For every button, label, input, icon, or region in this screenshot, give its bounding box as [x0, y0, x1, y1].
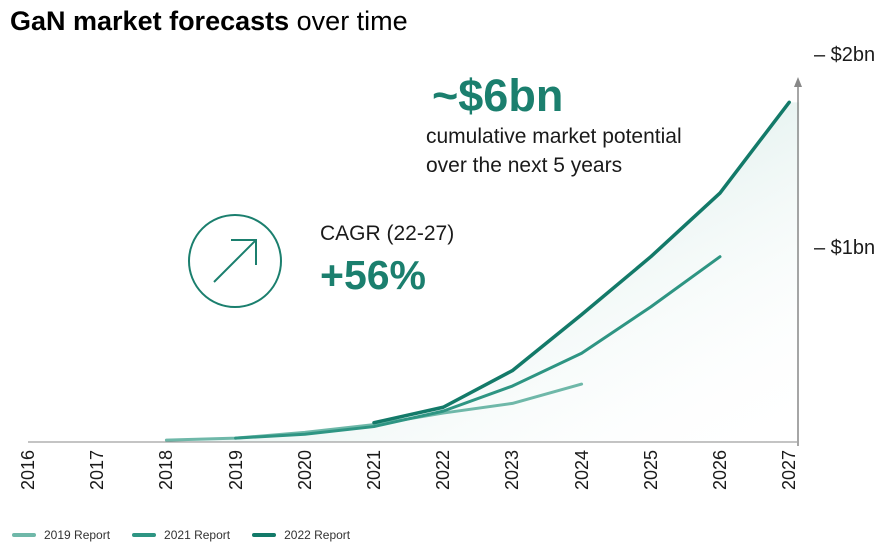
legend-swatch [132, 533, 157, 537]
title-rest: over time [296, 6, 408, 36]
x-tick-label: 2016 [18, 450, 38, 491]
series-line-2022-report [372, 100, 791, 425]
cagr-label: CAGR (22-27) [320, 222, 455, 245]
legend-swatch [252, 533, 277, 537]
legend-label: 2019 Report [44, 528, 111, 542]
headline-description: cumulative market potential over the nex… [426, 122, 682, 180]
legend-label: 2022 Report [284, 528, 351, 542]
x-tick-label: 2026 [710, 450, 730, 491]
y-axis-arrow-icon [794, 77, 802, 87]
x-tick-label: 2019 [225, 450, 246, 491]
x-tick-label: 2020 [294, 450, 315, 491]
legend-label: 2021 Report [164, 528, 231, 542]
chart-title: GaN market forecasts over time [10, 6, 408, 37]
x-tick-label: 2022 [433, 450, 454, 491]
arrow-up-right-circle-icon [188, 214, 282, 308]
headline-value: ~$6bn [432, 70, 564, 121]
legend-item: 2019 Report [12, 528, 110, 542]
title-bold: GaN market forecasts [10, 6, 290, 36]
x-tick-label: 2023 [502, 450, 523, 491]
x-tick-label: 2018 [156, 450, 177, 491]
forecast-area [166, 102, 800, 442]
legend-swatch [12, 533, 36, 537]
legend: 2019 Report 2021 Report 2022 Report [12, 528, 350, 542]
x-tick-label: 2025 [640, 450, 661, 491]
x-tick-label: 2024 [571, 450, 592, 491]
x-tick-label: 2027 [779, 450, 800, 491]
cagr-value: +56% [320, 252, 427, 298]
x-tick-label: 2017 [87, 450, 108, 491]
y-tick-label: – $2bn [814, 44, 876, 66]
legend-item: 2021 Report [132, 528, 230, 542]
x-tick-label: 2021 [364, 450, 384, 491]
y-tick-label: – $1bn [814, 237, 876, 259]
headline-line-2: over the next 5 years [426, 154, 623, 177]
series-line-2021-report [234, 255, 722, 440]
legend-item: 2022 Report [252, 528, 350, 542]
headline-line-1: cumulative market potential [426, 125, 682, 148]
